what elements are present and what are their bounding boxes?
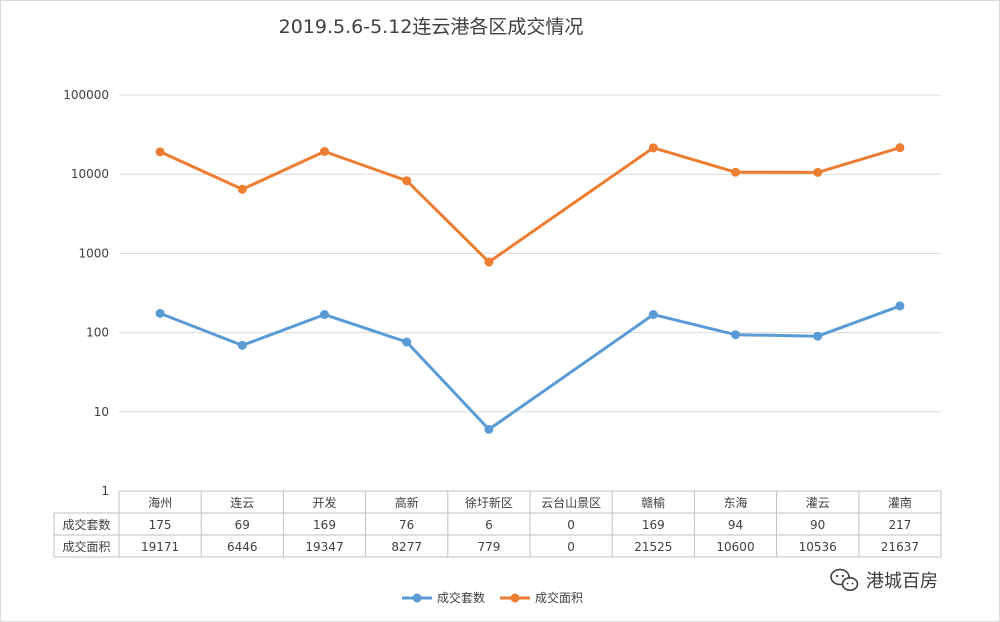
table-cell: 6446: [227, 540, 258, 554]
gridlines: [119, 94, 941, 413]
legend-label: 成交面积: [535, 590, 583, 605]
data-point: [320, 310, 329, 320]
table-cell: 0: [567, 540, 575, 554]
table-cell: 175: [149, 518, 172, 532]
table-cell: 90: [810, 518, 825, 532]
data-point: [813, 167, 823, 177]
table-cell: 21525: [634, 540, 672, 554]
data-point: [648, 143, 658, 153]
series-line: [159, 304, 901, 431]
category-label: 连云: [230, 495, 254, 510]
y-axis-ticks: 1 10 100 1000 10000 100000: [63, 88, 109, 498]
legend-marker: [510, 593, 520, 603]
table-cell: 76: [399, 518, 414, 532]
table-cell: 69: [235, 518, 250, 532]
category-label: 海州: [148, 495, 172, 510]
table-cell: 21637: [881, 540, 919, 554]
table-cell: 19347: [305, 540, 343, 554]
data-point: [320, 147, 329, 157]
series-lines: [155, 143, 905, 434]
category-label: 高新: [395, 495, 419, 510]
y-tick-label: 100000: [63, 88, 109, 102]
data-point: [155, 147, 165, 157]
category-label: 灌云: [806, 496, 830, 510]
table-cell: 8277: [391, 540, 422, 554]
table-cell: 217: [888, 518, 911, 532]
data-point: [402, 176, 412, 186]
table-cell: 10600: [716, 540, 754, 554]
data-point: [155, 308, 165, 318]
legend: 成交套数 成交面积: [402, 590, 583, 605]
legend-marker: [412, 593, 422, 603]
category-label: 开发: [312, 495, 336, 510]
table-row-header: 成交面积: [62, 539, 110, 554]
category-label: 云台山景区: [541, 495, 601, 510]
data-point: [731, 167, 740, 177]
y-tick-label: 100: [86, 326, 109, 340]
category-label: 灌南: [888, 495, 912, 510]
data-point: [484, 424, 494, 434]
legend-label: 成交套数: [437, 590, 485, 605]
data-point: [731, 330, 740, 340]
category-label: 东海: [723, 495, 747, 510]
category-label: 赣榆: [641, 495, 665, 510]
watermark-text: 港城百房: [866, 571, 938, 592]
data-point: [484, 257, 494, 267]
table-cell: 169: [313, 518, 336, 532]
data-point: [648, 310, 658, 320]
wechat-icon: [830, 568, 859, 591]
data-point: [813, 331, 823, 341]
y-tick-label: 1000: [78, 246, 109, 260]
table-cell: 10536: [799, 540, 837, 554]
table-cell: 169: [642, 518, 665, 532]
data-point: [402, 337, 412, 347]
category-label: 徐圩新区: [465, 495, 513, 510]
data-point: [237, 340, 247, 350]
table-cell: 6: [485, 518, 493, 532]
y-tick-label: 10: [94, 405, 109, 419]
data-point: [895, 143, 905, 153]
data-point: [895, 301, 905, 311]
series-line: [159, 146, 901, 264]
y-tick-label: 1: [101, 484, 109, 498]
table-cell: 19171: [141, 540, 179, 554]
table-cell: 0: [567, 518, 575, 532]
y-tick-label: 10000: [71, 167, 109, 181]
data-point: [237, 184, 247, 194]
chart-title: 2019.5.6-5.12连云港各区成交情况: [279, 16, 584, 38]
table-cell: 779: [477, 540, 500, 554]
table-cell: 94: [728, 518, 743, 532]
watermark: 港城百房: [830, 568, 938, 592]
table-row-header: 成交套数: [62, 517, 110, 532]
